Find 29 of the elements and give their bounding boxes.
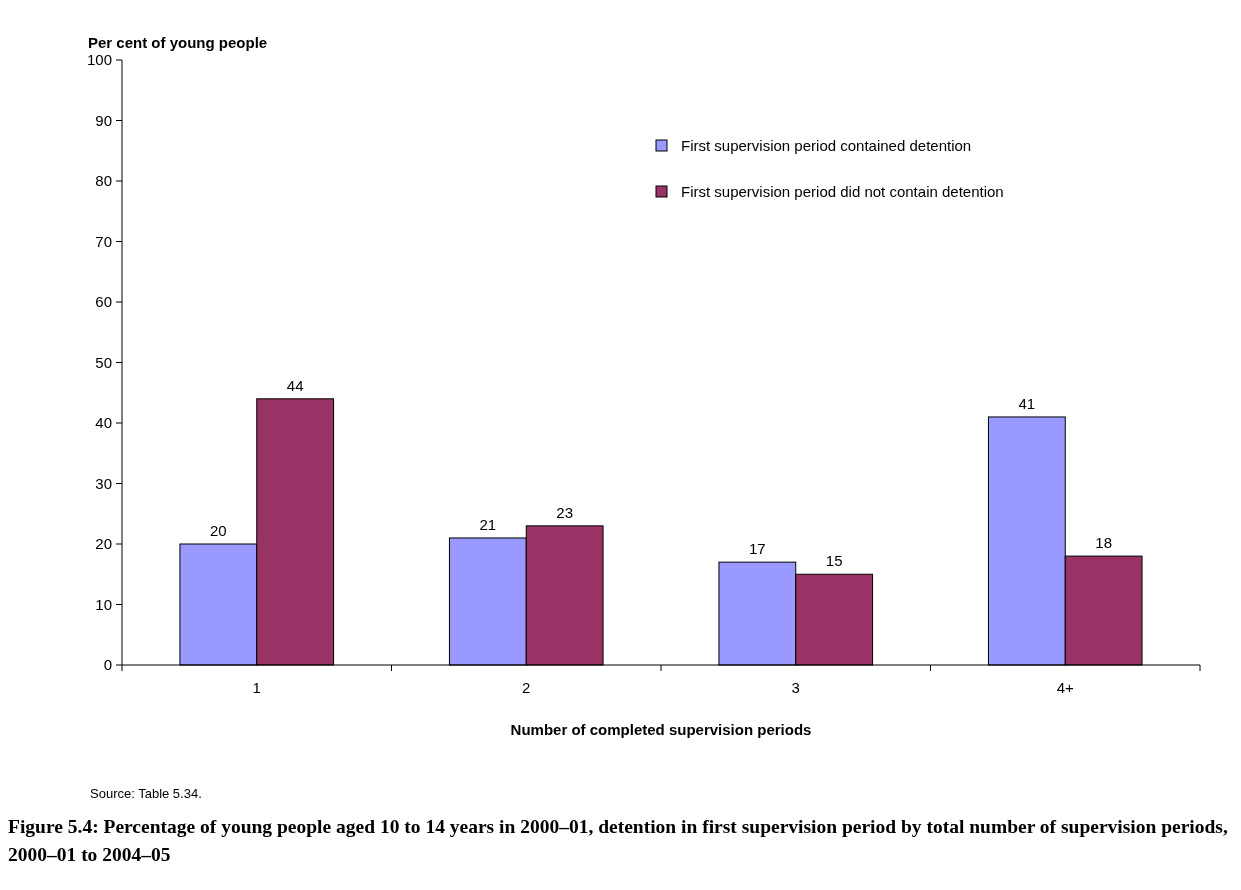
- y-tick-label: 0: [103, 656, 112, 674]
- x-tick-label: 1: [252, 679, 261, 696]
- data-label: 44: [286, 376, 304, 394]
- data-label: 18: [1095, 534, 1112, 552]
- y-axis-title: Per cent of young people: [88, 34, 268, 51]
- x-tick-label: 4+: [1056, 679, 1075, 696]
- y-tick-label: 90: [95, 111, 112, 129]
- text: Figure 5.4: Percentage of young people aged 10 to 14 years in 2000–01, detention in first supervision period by total number of supervision periods, 2000–01 to 2004–05: [8, 815, 1229, 867]
- y-tick-label: 40: [95, 414, 112, 432]
- y-tick-label: 70: [95, 232, 112, 250]
- y-tick-label: 10: [95, 595, 112, 613]
- data-label: 15: [825, 552, 843, 570]
- y-tick-label: 80: [95, 172, 112, 190]
- x-tick-label: 3: [791, 679, 800, 696]
- y-tick-label: 20: [95, 535, 112, 553]
- source-note: Source: Table 5.34.: [90, 786, 202, 801]
- data-label: 23: [556, 503, 573, 521]
- x-axis-title: Number of completed supervision periods: [510, 721, 812, 738]
- y-tick-label: 60: [95, 293, 112, 311]
- data-label: 20: [210, 522, 227, 539]
- legend-label: First supervision period did not contain detention: [681, 183, 1004, 201]
- data-label: 41: [1018, 394, 1036, 412]
- y-tick-label: 50: [95, 353, 112, 371]
- y-tick-label: 30: [95, 474, 112, 492]
- x-tick-label: 2: [522, 679, 531, 696]
- legend-label: First supervision period contained detention: [681, 137, 972, 155]
- data-label: 21: [479, 515, 497, 533]
- data-label: 17: [749, 540, 766, 558]
- y-tick-label: 100: [86, 51, 112, 69]
